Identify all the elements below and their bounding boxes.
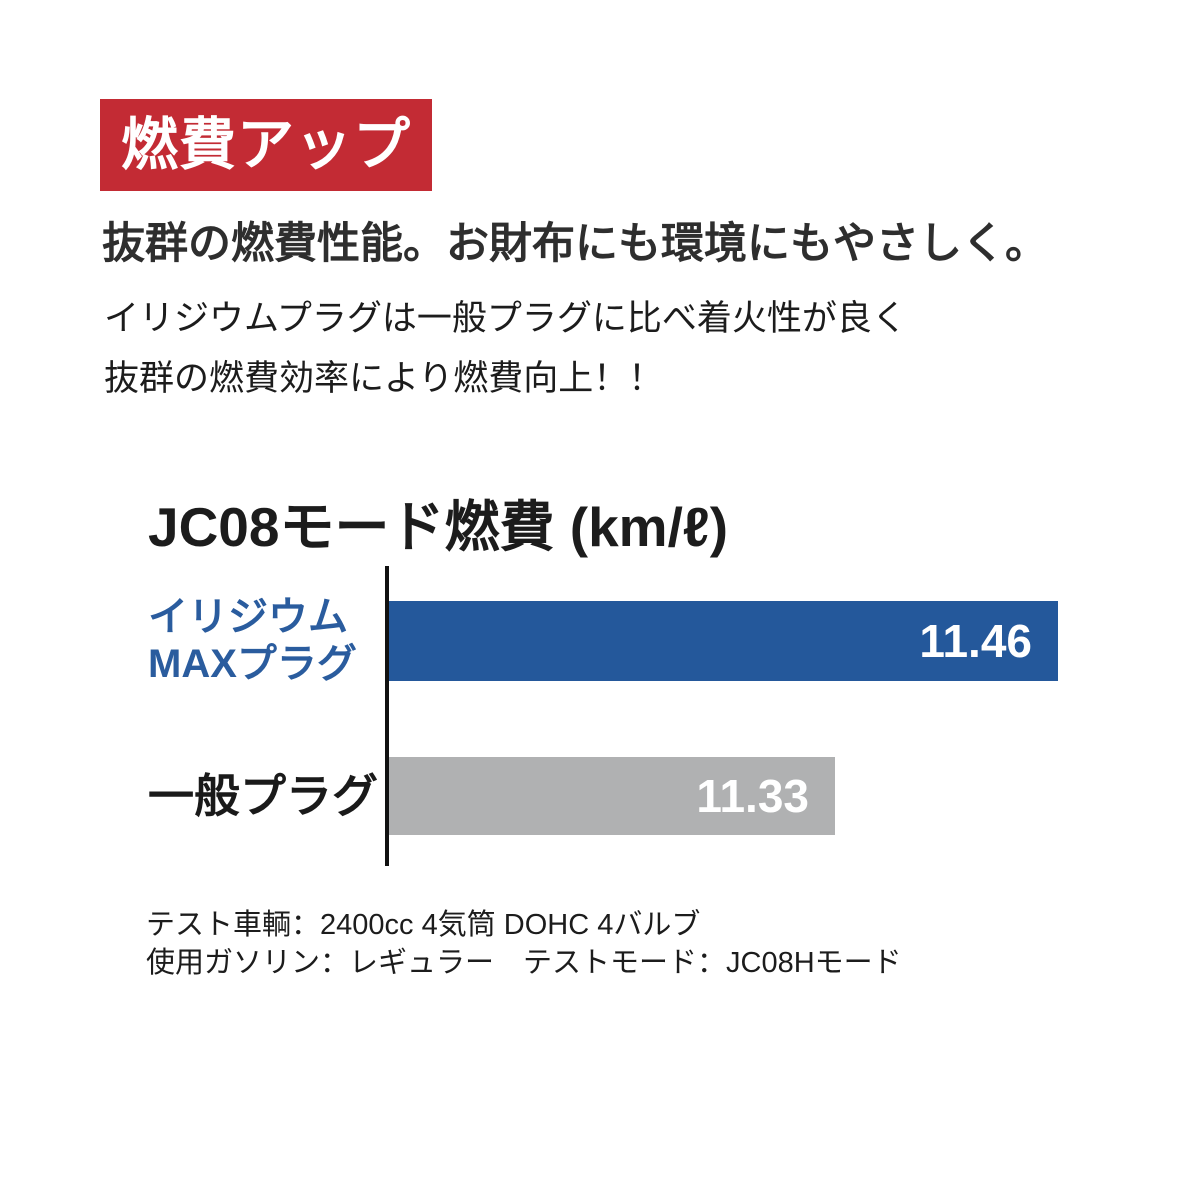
fuel-economy-bar-chart: イリジウム MAXプラグ 一般プラグ 11.46 11.33 (148, 566, 1058, 866)
bar-iridium-max-plug: 11.46 (389, 601, 1058, 681)
main-heading: 抜群の燃費性能。お財布にも環境にもやさしく。 (102, 220, 1048, 268)
chart-title: JC08モード燃費 (km/ℓ) (148, 496, 729, 558)
bar-value-iridium-max-plug: 11.46 (919, 615, 1032, 667)
chart-plot-area: 11.46 11.33 (385, 566, 1058, 866)
footnote-test-conditions: 使用ガソリン：レギュラー テストモード：JC08Hモード (146, 947, 902, 979)
bar-value-normal-plug: 11.33 (696, 770, 809, 822)
footnote-test-vehicle: テスト車輌：2400cc 4気筒 DOHC 4バルブ (146, 909, 701, 941)
bar-label-iridium-line-1: イリジウム (148, 595, 348, 639)
description-line-2: 抜群の燃費効率により燃費向上！！ (104, 359, 664, 398)
chart-category-labels: イリジウム MAXプラグ 一般プラグ (148, 566, 385, 866)
bar-label-normal-plug: 一般プラグ (148, 757, 385, 835)
fuel-up-badge: 燃費アップ (100, 99, 432, 191)
fuel-up-badge-label: 燃費アップ (121, 112, 411, 177)
bar-normal-plug: 11.33 (389, 757, 835, 835)
bar-label-iridium-line-2: MAXプラグ (148, 642, 357, 686)
bar-label-normal-line-1: 一般プラグ (148, 770, 378, 822)
bar-label-iridium-max-plug: イリジウム MAXプラグ (148, 595, 385, 686)
description-line-1: イリジウムプラグは一般プラグに比べ着火性が良く (104, 299, 907, 338)
